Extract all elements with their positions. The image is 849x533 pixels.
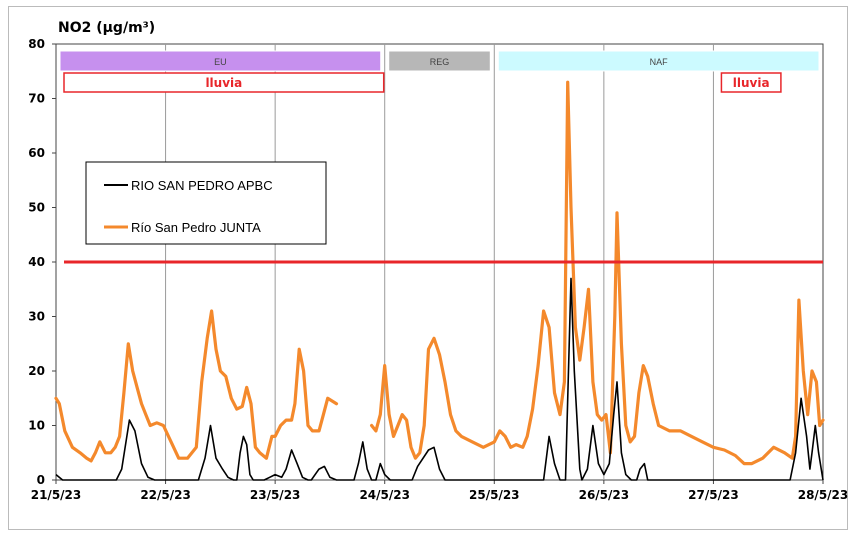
rain-box-0 — [63, 72, 385, 93]
x-tick-label-1: 22/5/23 — [140, 488, 191, 502]
legend-label-junta: Río San Pedro JUNTA — [131, 220, 261, 235]
episode-band-naf — [497, 50, 820, 72]
y-tick-label-20: 20 — [28, 364, 45, 378]
chart-frame — [8, 6, 848, 530]
rain-label-0: lluvia — [205, 76, 242, 90]
episode-label-eu: EU — [214, 57, 227, 67]
y-tick-label-60: 60 — [28, 146, 45, 160]
x-tick-label-7: 28/5/23 — [798, 488, 849, 502]
y-tick-label-80: 80 — [28, 37, 45, 51]
rain-labels: lluvia lluvia — [63, 72, 782, 93]
y-tick-label-50: 50 — [28, 201, 45, 215]
episode-band-reg — [388, 50, 491, 72]
y-tick-label-0: 0 — [37, 473, 45, 487]
series-lines — [54, 80, 825, 481]
y-tick-label-70: 70 — [28, 92, 45, 106]
x-tick-label-6: 27/5/23 — [688, 488, 739, 502]
y-tick-label-30: 30 — [28, 310, 45, 324]
series-line-junta-1 — [370, 80, 825, 466]
legend-label-apbc: RIO SAN PEDRO APBC — [131, 178, 273, 193]
episode-bands: EU REG NAF — [59, 50, 820, 72]
episode-band-eu — [59, 50, 382, 72]
x-tick-label-5: 26/5/23 — [579, 488, 630, 502]
rain-label-1: lluvia — [733, 76, 770, 90]
episode-label-naf: NAF — [650, 57, 669, 67]
legend: RIO SAN PEDRO APBC Río San Pedro JUNTA — [85, 161, 327, 245]
x-tick-label-2: 23/5/23 — [250, 488, 301, 502]
chart-title: NO2 (µg/m³) — [58, 20, 155, 36]
y-axis: 0 10 20 30 40 50 60 70 80 — [28, 37, 56, 487]
x-axis: 21/5/23 22/5/23 23/5/23 24/5/23 25/5/23 26/5/… — [31, 480, 849, 502]
y-tick-label-10: 10 — [28, 419, 45, 433]
episode-label-reg: REG — [430, 57, 450, 67]
series-line-apbc — [55, 277, 824, 481]
x-tick-label-4: 25/5/23 — [469, 488, 520, 502]
x-tick-label-3: 24/5/23 — [359, 488, 410, 502]
rain-box-1 — [720, 72, 782, 93]
y-tick-label-40: 40 — [28, 255, 45, 269]
legend-box — [85, 161, 327, 245]
series-line-junta-0 — [54, 309, 339, 463]
x-tick-label-0: 21/5/23 — [31, 488, 82, 502]
